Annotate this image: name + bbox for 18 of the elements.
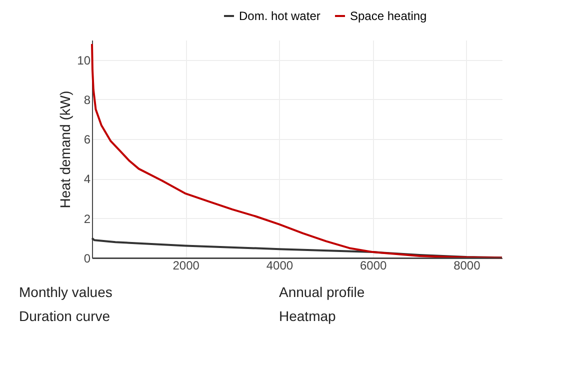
x-tick-label: 8000 (454, 258, 481, 272)
x-tick-label: 4000 (266, 258, 294, 272)
y-tick-label: 6 (84, 132, 91, 147)
y-tick-label: 4 (84, 172, 91, 186)
y-tick-label: 8 (84, 92, 91, 107)
y-tick-label: 2 (84, 212, 91, 226)
y-axis-title: Heat demand (kW) (57, 90, 74, 208)
line-series (91, 42, 503, 259)
text: Duration curve (19, 308, 110, 324)
text: Heatmap (279, 308, 336, 324)
y-tick-label: 0 (84, 252, 91, 266)
x-tick-label: 6000 (360, 258, 387, 272)
legend-label: Space heating (350, 9, 427, 23)
x-tick-label: 2000 (172, 258, 200, 272)
legend-label: Dom. hot water (239, 9, 320, 23)
text: Annual profile (279, 284, 365, 300)
y-tick-label: 10 (77, 53, 91, 68)
text: Monthly values (19, 284, 112, 300)
